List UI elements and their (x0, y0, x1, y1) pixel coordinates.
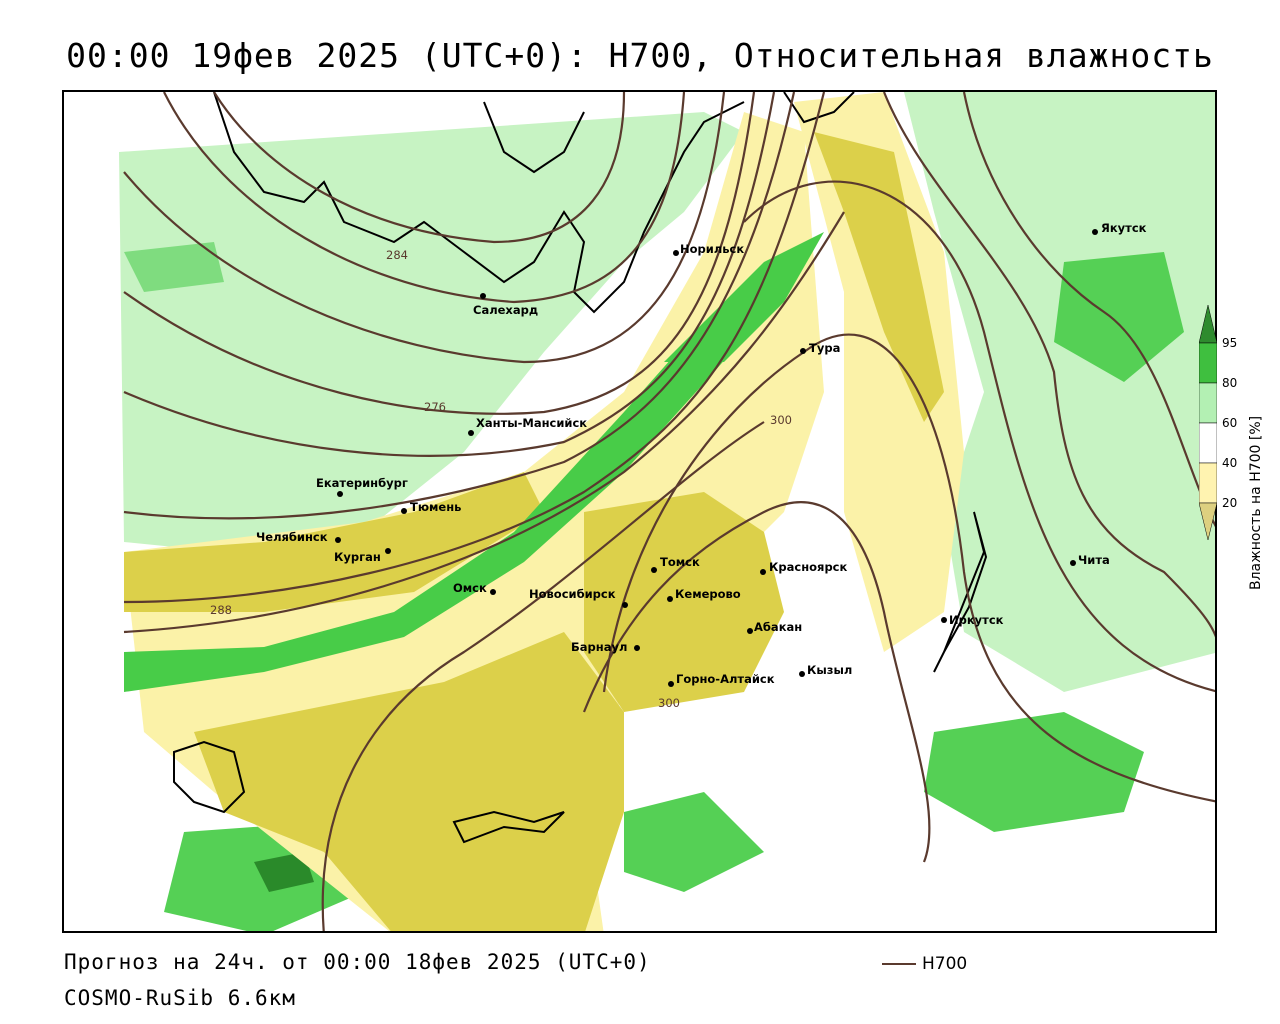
city-label-khanty-mansiysk: Ханты-Мансийск (476, 416, 588, 430)
city-label-tomsk: Томск (660, 555, 700, 569)
contour-line-swatch (882, 963, 916, 965)
city-marker (673, 250, 679, 256)
city-marker (335, 537, 341, 543)
city-label-tura: Тура (809, 341, 841, 355)
colorbar-tick: 20 (1222, 496, 1238, 510)
city-marker (941, 617, 947, 623)
map-canvas (119, 92, 1215, 931)
humidity-fields (119, 92, 1215, 931)
h700-legend: H700 (882, 954, 967, 974)
city-label-kurgan: Курган (334, 550, 381, 564)
city-label-salekhard: Салехард (473, 303, 539, 317)
city-label-krasnoyarsk: Красноярск (769, 560, 848, 574)
colorbar-tick: 95 (1222, 336, 1238, 350)
city-marker (337, 491, 343, 497)
humidity-map[interactable]: 284 276 300 288 300 Норильск Салехард Ту… (62, 90, 1217, 933)
city-label-chita: Чита (1078, 553, 1110, 567)
humidity-colorbar (1199, 305, 1217, 540)
city-marker (1092, 229, 1098, 235)
h700-contours (123, 92, 1215, 931)
colorbar-tick: 40 (1222, 456, 1238, 470)
colorbar-tick: 80 (1222, 376, 1238, 390)
city-marker (622, 602, 628, 608)
city-label-norilsk: Норильск (680, 242, 745, 256)
city-label-kemerovo: Кемерово (675, 587, 741, 601)
contour-label: 300 (770, 413, 792, 427)
contour-label: 288 (210, 603, 232, 617)
forecast-info: Прогноз на 24ч. от 00:00 18фев 2025 (UTC… (64, 950, 651, 974)
colorbar-title: Влажность на H700 [%] (1248, 415, 1264, 590)
model-name: COSMO-RuSib 6.6км (64, 986, 296, 1010)
city-marker (747, 628, 753, 634)
city-label-abakan: Абакан (754, 620, 803, 634)
city-label-chelyabinsk: Челябинск (256, 530, 328, 544)
contour-label: 300 (658, 696, 680, 710)
city-label-yakutsk: Якутск (1101, 221, 1147, 235)
city-label-tyumen: Тюмень (410, 500, 462, 514)
city-label-irkutsk: Иркутск (949, 613, 1004, 627)
city-marker (634, 645, 640, 651)
city-label-kyzyl: Кызыл (807, 663, 853, 677)
coastlines (173, 92, 988, 844)
city-label-novosibirsk: Новосибирск (529, 587, 616, 601)
city-marker (490, 589, 496, 595)
city-marker (760, 569, 766, 575)
contour-label: 276 (424, 400, 446, 414)
city-marker (401, 508, 407, 514)
city-marker (1070, 560, 1076, 566)
city-marker (668, 681, 674, 687)
contour-label: 284 (386, 248, 408, 262)
city-label-ekaterinburg: Екатеринбург (316, 476, 408, 490)
city-marker (799, 671, 805, 677)
map-title: 00:00 19фев 2025 (UTC+0): H700, Относите… (66, 36, 1214, 75)
colorbar-tick: 60 (1222, 416, 1238, 430)
city-marker (667, 596, 673, 602)
city-marker (385, 548, 391, 554)
city-marker (480, 293, 486, 299)
city-marker (468, 430, 474, 436)
h700-legend-label: H700 (922, 954, 968, 974)
city-marker (800, 348, 806, 354)
city-marker (651, 567, 657, 573)
city-label-omsk: Омск (453, 581, 487, 595)
city-label-barnaul: Барнаул (571, 640, 628, 654)
city-label-gorno-altaysk: Горно-Алтайск (676, 672, 775, 686)
